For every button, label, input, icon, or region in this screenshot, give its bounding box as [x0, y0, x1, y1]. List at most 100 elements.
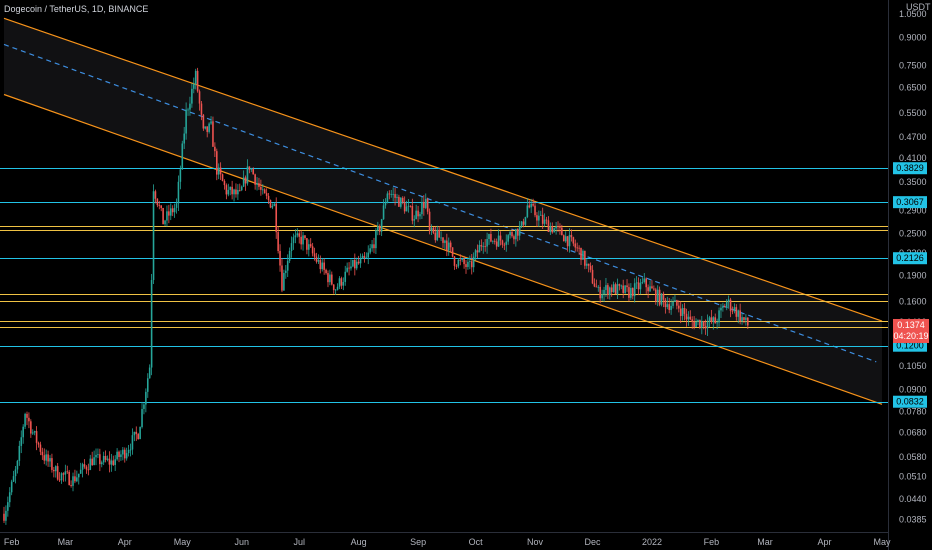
candle-body: [114, 459, 116, 465]
candle-body: [118, 451, 120, 457]
candle-body: [662, 293, 665, 300]
candle-body: [77, 473, 80, 478]
candle-body: [444, 240, 446, 243]
candle-body: [743, 317, 745, 320]
candle-body: [451, 247, 454, 257]
price-axis-badges: 0.3829 0.3067 0.2126 0.1200 0.0832 0.137404:2…: [893, 162, 929, 408]
candle-body: [413, 219, 416, 221]
candle-body: [392, 194, 394, 195]
horizontal-price-lines[interactable]: [0, 168, 888, 403]
x-tick-label: Feb: [704, 537, 720, 547]
candle-body: [152, 191, 155, 281]
candle-body: [227, 189, 230, 195]
candle-body: [626, 285, 628, 288]
candle-body: [708, 317, 711, 322]
candle-body: [681, 308, 684, 316]
price-line-badge-label: 0.2126: [896, 253, 924, 263]
candle-body: [338, 278, 341, 287]
candle-body: [198, 91, 201, 104]
candle-body: [361, 255, 364, 259]
candle-body: [277, 232, 279, 252]
candle-body: [336, 286, 339, 290]
x-tick-label: 2022: [642, 537, 662, 547]
candle-body: [164, 220, 166, 225]
candle-body: [549, 226, 552, 233]
candle-body: [319, 260, 322, 270]
candle-body: [26, 413, 28, 418]
candle-body: [340, 278, 343, 286]
candle-body: [344, 271, 347, 282]
candle-body: [181, 143, 184, 170]
candle-body: [125, 453, 128, 459]
channel-upper-line[interactable]: [3, 17, 883, 322]
candle-body: [396, 196, 398, 198]
candle-body: [256, 183, 258, 185]
parallel-channel[interactable]: [3, 17, 883, 405]
candle-body: [539, 214, 542, 216]
candle-body: [582, 250, 584, 260]
candle-body: [169, 208, 172, 216]
price-line-badge: [893, 162, 927, 175]
candle-body: [687, 316, 690, 320]
candle-body: [371, 244, 373, 249]
candle-body: [129, 449, 132, 451]
candle-body: [415, 210, 417, 220]
candle-body: [281, 265, 283, 291]
candle-body: [593, 283, 596, 287]
candle-body: [447, 242, 450, 251]
candle-body: [102, 455, 105, 463]
candle-body: [81, 464, 84, 470]
candle-body: [54, 466, 57, 472]
candle-body: [242, 177, 245, 187]
time-axis[interactable]: Feb Mar Apr May Jun Jul Aug Sep Oct Nov Dec 2022 Feb…: [4, 537, 891, 547]
candle-body: [76, 477, 78, 482]
candle-body: [233, 189, 235, 195]
candle-body: [14, 469, 17, 477]
candle-body: [501, 240, 504, 245]
channel-median-line[interactable]: [3, 43, 877, 363]
candle-body: [585, 263, 588, 266]
candle-body: [288, 251, 291, 261]
candle-body: [377, 226, 379, 231]
candle-body: [5, 510, 7, 521]
candle-body: [244, 177, 247, 184]
candle-body: [461, 258, 463, 260]
candle-body: [645, 278, 648, 288]
channel-lower-line[interactable]: [3, 93, 883, 405]
candle-body: [317, 260, 320, 262]
x-tick-label: Dec: [585, 537, 602, 547]
candle-body: [137, 433, 139, 440]
candle-body: [469, 261, 471, 262]
candle-body: [455, 265, 458, 267]
candle-body: [194, 70, 197, 85]
candle-body: [486, 239, 488, 247]
candle-body: [254, 174, 256, 185]
candle-body: [605, 285, 607, 290]
y-tick-label: 0.0900: [899, 385, 927, 395]
candle-body: [43, 455, 46, 461]
candle-body: [18, 445, 21, 461]
y-tick-label: 0.0580: [899, 452, 927, 462]
candle-body: [246, 166, 249, 184]
bar-countdown-label: 04:20:19: [893, 331, 928, 341]
candle-body: [409, 205, 412, 207]
candle-body: [3, 513, 5, 521]
x-tick-label: Sep: [410, 537, 426, 547]
candle-body: [401, 197, 404, 203]
candle-body: [484, 246, 486, 248]
candle-body: [30, 421, 32, 434]
candle-body: [492, 240, 494, 242]
candle-body: [426, 198, 429, 212]
candle-body: [33, 431, 36, 433]
candle-body: [28, 417, 30, 422]
current-price-label: 0.1374: [897, 320, 925, 330]
x-tick-label: Feb: [4, 537, 20, 547]
candle-body: [135, 431, 138, 434]
candle-body: [31, 432, 34, 434]
candle-body: [160, 205, 162, 208]
y-tick-label: 0.4100: [899, 153, 927, 163]
candle-body: [143, 404, 145, 409]
candle-body: [70, 485, 72, 486]
candle-body: [620, 285, 623, 287]
